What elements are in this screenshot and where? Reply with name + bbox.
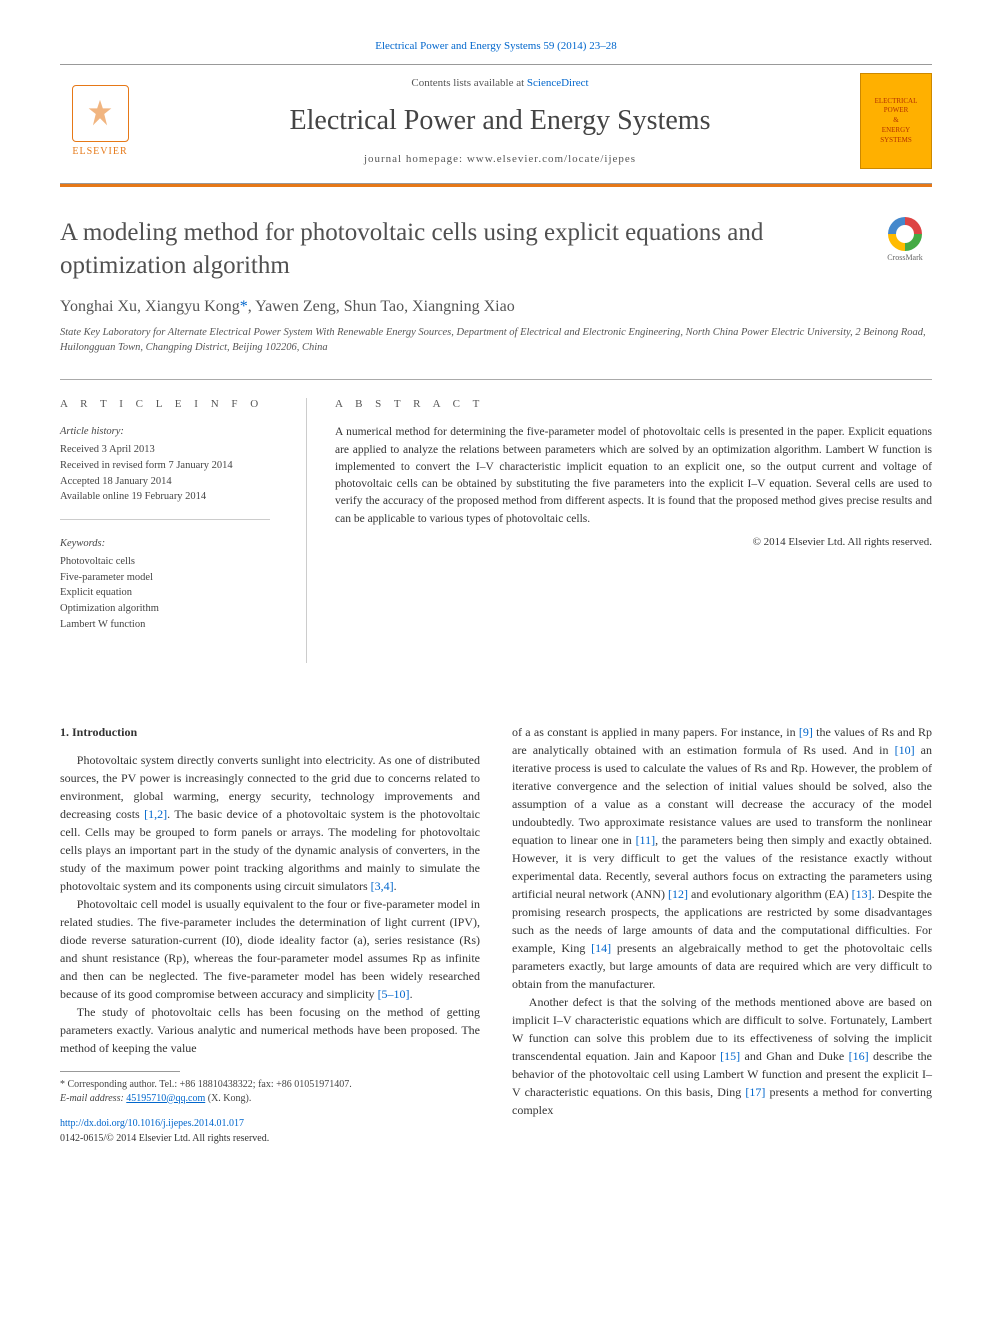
abstract-heading: A B S T R A C T	[335, 398, 932, 410]
history-revised: Received in revised form 7 January 2014	[60, 458, 270, 474]
citation-line: Electrical Power and Energy Systems 59 (…	[60, 40, 932, 52]
publisher-name: ELSEVIER	[72, 146, 127, 157]
keyword-4: Optimization algorithm	[60, 601, 270, 617]
journal-cover-thumbnail: ELECTRICAL POWER & ENERGY SYSTEMS	[860, 73, 932, 169]
abstract-text: A numerical method for determining the f…	[335, 424, 932, 528]
abstract-copyright: © 2014 Elsevier Ltd. All rights reserved…	[335, 536, 932, 548]
cover-word-2: POWER	[884, 106, 909, 116]
article-info-heading: A R T I C L E I N F O	[60, 398, 270, 410]
corresponding-mark: *	[240, 298, 248, 315]
article-info-column: A R T I C L E I N F O Article history: R…	[60, 398, 270, 662]
article-title: A modeling method for photovoltaic cells…	[60, 217, 858, 282]
crossmark-badge[interactable]: CrossMark	[878, 217, 932, 262]
body-text-columns: 1. Introduction Photovoltaic system dire…	[60, 723, 932, 1146]
keyword-2: Five-parameter model	[60, 570, 270, 586]
elsevier-tree-icon	[72, 85, 129, 142]
doi-block: http://dx.doi.org/10.1016/j.ijepes.2014.…	[60, 1116, 480, 1146]
sciencedirect-link[interactable]: ScienceDirect	[527, 77, 589, 89]
paragraph-2: Photovoltaic cell model is usually equiv…	[60, 895, 480, 1003]
history-label: Article history:	[60, 424, 270, 440]
authors-part1: Yonghai Xu, Xiangyu Kong	[60, 298, 240, 315]
cover-amp: &	[893, 116, 898, 126]
contents-prefix: Contents lists available at	[411, 77, 526, 89]
author-email-link[interactable]: 45195710@qq.com	[126, 1093, 205, 1104]
journal-homepage-line: journal homepage: www.elsevier.com/locat…	[160, 153, 840, 165]
header-rule	[60, 184, 932, 187]
cover-word-4: SYSTEMS	[880, 136, 912, 146]
keyword-3: Explicit equation	[60, 585, 270, 601]
email-suffix: (X. Kong).	[205, 1093, 251, 1104]
crossmark-icon	[888, 217, 922, 251]
corresponding-author-note: * Corresponding author. Tel.: +86 188104…	[60, 1078, 480, 1092]
history-online: Available online 19 February 2014	[60, 489, 270, 505]
elsevier-logo: ELSEVIER	[60, 76, 140, 166]
history-accepted: Accepted 18 January 2014	[60, 474, 270, 490]
homepage-prefix: journal homepage:	[364, 153, 467, 165]
keywords-label: Keywords:	[60, 536, 270, 552]
affiliation: State Key Laboratory for Alternate Elect…	[60, 326, 932, 355]
journal-header: ELSEVIER Contents lists available at Sci…	[60, 64, 932, 184]
authors-line: Yonghai Xu, Xiangyu Kong*, Yawen Zeng, S…	[60, 298, 932, 316]
paragraph-3: The study of photovoltaic cells has been…	[60, 1003, 480, 1057]
issn-copyright-line: 0142-0615/© 2014 Elsevier Ltd. All right…	[60, 1133, 269, 1144]
cover-word-1: ELECTRICAL	[875, 97, 918, 107]
keywords-block: Keywords: Photovoltaic cells Five-parame…	[60, 536, 270, 647]
paragraph-1: Photovoltaic system directly converts su…	[60, 751, 480, 895]
email-label: E-mail address:	[60, 1093, 124, 1104]
abstract-column: A B S T R A C T A numerical method for d…	[306, 398, 932, 662]
paragraph-4: of a as constant is applied in many pape…	[512, 723, 932, 993]
journal-name: Electrical Power and Energy Systems	[160, 105, 840, 137]
keyword-5: Lambert W function	[60, 617, 270, 633]
cover-word-3: ENERGY	[882, 126, 910, 136]
footnotes: * Corresponding author. Tel.: +86 188104…	[60, 1078, 480, 1106]
article-history-block: Article history: Received 3 April 2013 R…	[60, 424, 270, 520]
contents-available-line: Contents lists available at ScienceDirec…	[160, 77, 840, 89]
doi-link[interactable]: http://dx.doi.org/10.1016/j.ijepes.2014.…	[60, 1118, 244, 1129]
paragraph-5: Another defect is that the solving of th…	[512, 993, 932, 1119]
section-1-heading: 1. Introduction	[60, 723, 480, 741]
history-received: Received 3 April 2013	[60, 442, 270, 458]
homepage-url[interactable]: www.elsevier.com/locate/ijepes	[467, 153, 636, 165]
authors-part2: , Yawen Zeng, Shun Tao, Xiangning Xiao	[248, 298, 515, 315]
keyword-1: Photovoltaic cells	[60, 554, 270, 570]
crossmark-label: CrossMark	[887, 253, 923, 262]
footnote-separator	[60, 1071, 180, 1072]
